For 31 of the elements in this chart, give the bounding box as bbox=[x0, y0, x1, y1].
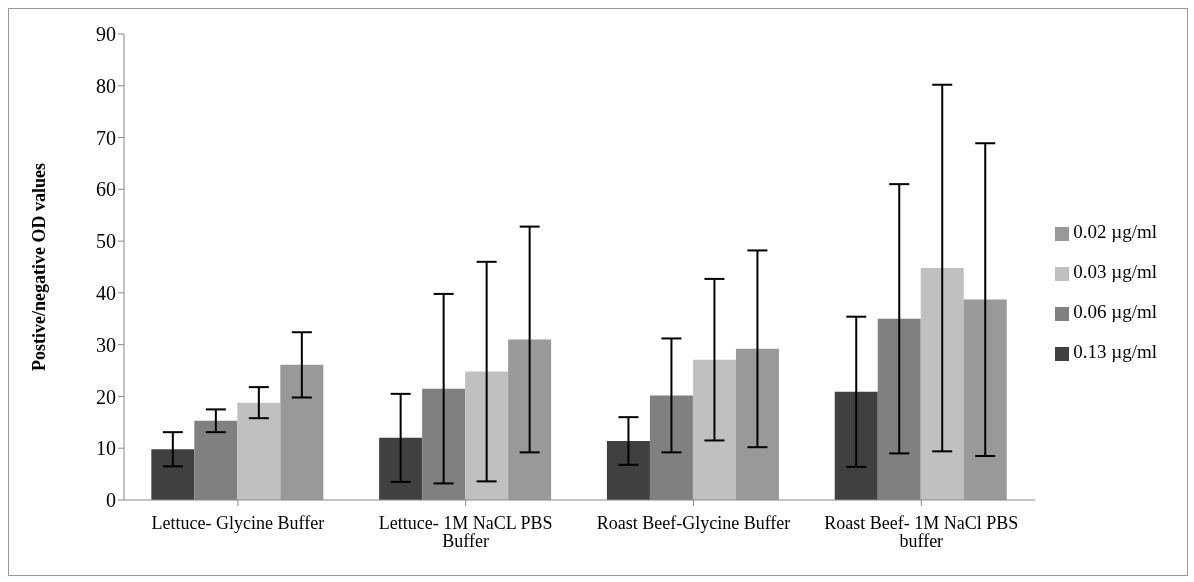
y-tick-label: 0 bbox=[106, 489, 116, 512]
bar bbox=[834, 391, 878, 500]
bar bbox=[237, 402, 281, 500]
y-tick-label: 70 bbox=[96, 126, 116, 149]
y-tick-label: 20 bbox=[96, 385, 116, 408]
bar bbox=[735, 348, 779, 500]
bar bbox=[963, 299, 1007, 500]
bar bbox=[280, 364, 324, 500]
x-tick-label: Roast Beef-Glycine Buffer bbox=[596, 512, 791, 533]
y-tick-label: 80 bbox=[96, 74, 116, 97]
bar bbox=[508, 339, 552, 500]
legend-label: 0.06 µg/ml bbox=[1073, 301, 1157, 322]
x-tick-label: Roast Beef- 1M NaCl PBS buffer bbox=[824, 512, 1019, 551]
x-tick-label: Lettuce- Glycine Buffer bbox=[151, 512, 325, 533]
bar bbox=[151, 449, 195, 500]
bar bbox=[920, 268, 964, 500]
bar bbox=[606, 440, 650, 500]
legend-label: 0.13 µg/ml bbox=[1073, 341, 1157, 362]
y-axis-title: Postive/negative OD values bbox=[29, 163, 50, 371]
bar bbox=[465, 371, 509, 500]
y-tick-label: 10 bbox=[96, 437, 116, 460]
x-tick-label: Lettuce- 1M NaCL PBS Buffer bbox=[378, 512, 553, 551]
y-tick-label: 50 bbox=[96, 230, 116, 253]
bar bbox=[692, 359, 736, 500]
y-tick-label: 30 bbox=[96, 333, 116, 356]
y-tick-label: 40 bbox=[96, 281, 116, 304]
legend-label: 0.03 µg/ml bbox=[1073, 261, 1157, 282]
bar bbox=[379, 437, 423, 500]
y-tick-label: 60 bbox=[96, 178, 116, 201]
y-tick-label: 90 bbox=[96, 23, 116, 46]
legend-label: 0.02 µg/ml bbox=[1073, 221, 1157, 242]
